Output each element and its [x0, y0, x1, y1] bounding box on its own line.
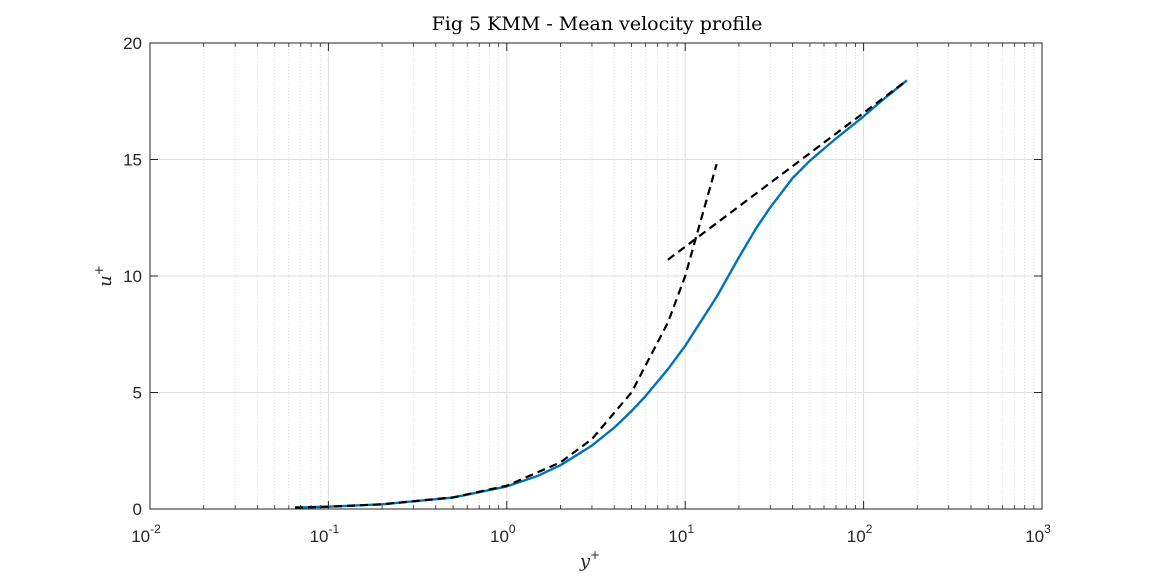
x-tick-label: 103	[1025, 522, 1051, 546]
series-layer	[294, 79, 908, 509]
x-tick-label: 102	[847, 522, 873, 546]
y-tick-label: 5	[133, 384, 142, 403]
y-axis-label-text: u	[95, 275, 116, 287]
y-tick-label: 0	[133, 500, 142, 519]
y-axis-label-group: u+	[92, 265, 116, 287]
x-tick-label-base: 10	[490, 527, 509, 546]
y-tick-label: 15	[123, 151, 142, 170]
x-tick-label-base: 10	[131, 527, 150, 546]
y-tick-label: 20	[123, 34, 142, 53]
x-tick-label-exp: 0	[509, 522, 516, 536]
y-tick-label: 10	[123, 267, 142, 286]
x-tick-label: 100	[490, 522, 516, 546]
x-tick-label-base: 10	[668, 527, 687, 546]
reference-line-1	[294, 163, 718, 509]
x-axis-label-sup: +	[590, 548, 600, 562]
x-tick-label-base: 10	[310, 527, 329, 546]
x-tick-label-base: 10	[847, 527, 866, 546]
velocity-profile-line	[294, 79, 908, 509]
chart-title: Fig 5 KMM - Mean velocity profile	[432, 13, 763, 35]
x-tick-label: 101	[668, 522, 694, 546]
y-axis-label: u+	[92, 265, 116, 287]
x-axis-label: y+	[579, 548, 600, 572]
x-tick-label-exp: 3	[1044, 522, 1051, 536]
x-tick-label-exp: -2	[150, 522, 161, 536]
x-tick-label-exp: 2	[866, 522, 873, 536]
reference-line-2	[667, 79, 908, 261]
x-tick-label: 10-1	[310, 522, 340, 546]
y-axis-label-sup: +	[92, 265, 106, 275]
x-tick-label-exp: -1	[329, 522, 340, 536]
x-tick-label-exp: 1	[687, 522, 694, 536]
x-tick-label-base: 10	[1025, 527, 1044, 546]
x-axis-label-text: y	[579, 551, 591, 572]
x-tick-label: 10-2	[131, 522, 161, 546]
